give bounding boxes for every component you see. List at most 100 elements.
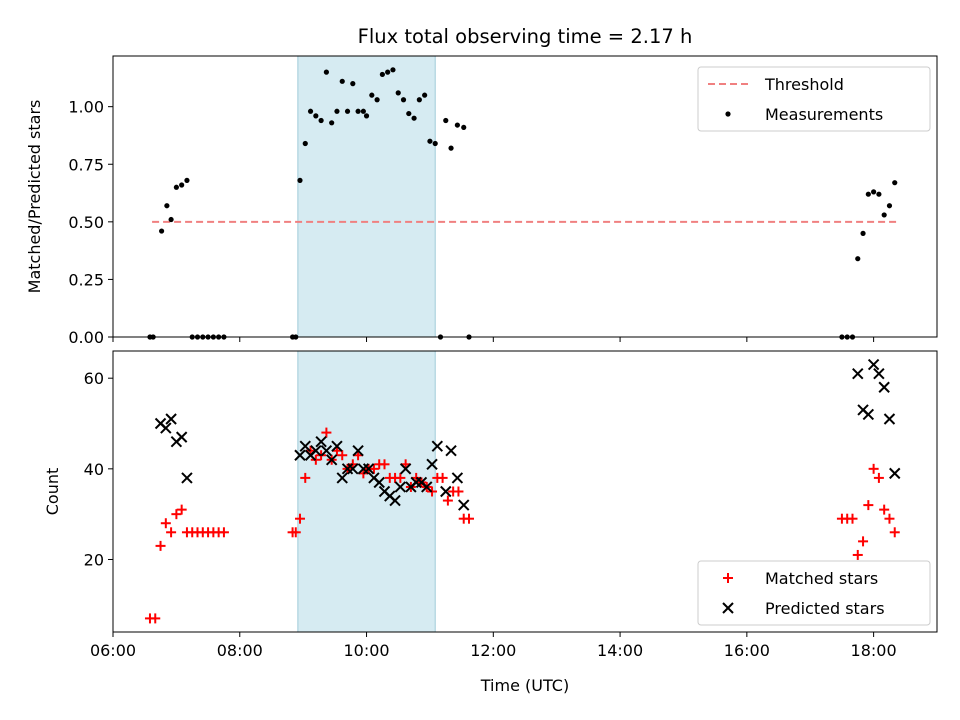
data-point [164, 203, 170, 209]
data-point [300, 472, 311, 483]
legend: Matched stars Predicted stars [697, 560, 931, 626]
data-point [878, 381, 890, 393]
data-point [445, 445, 457, 457]
y-tick-label: 0.00 [68, 328, 104, 347]
data-point [339, 78, 345, 84]
data-point [181, 472, 193, 484]
data-point [290, 527, 301, 538]
data-point [184, 177, 190, 183]
data-point [176, 504, 187, 515]
data-point [440, 485, 452, 498]
data-point [379, 459, 390, 470]
legend-marker [723, 573, 733, 583]
data-point [336, 472, 348, 484]
data-point [443, 117, 449, 124]
data-point [461, 124, 467, 131]
data-point [883, 413, 896, 425]
data-point [325, 454, 338, 466]
data-point [892, 180, 898, 186]
data-point [374, 97, 380, 103]
x-tick-label: 06:00 [90, 641, 136, 660]
data-point [862, 408, 875, 421]
data-point [889, 467, 901, 480]
data-point [344, 108, 351, 114]
x-tick-label: 18:00 [851, 641, 897, 660]
data-point [868, 463, 879, 474]
data-point [299, 440, 311, 452]
data-point [406, 110, 412, 117]
data-point [867, 358, 880, 371]
data-point [860, 230, 866, 236]
data-point [431, 440, 444, 452]
data-point [876, 191, 882, 197]
data-point [458, 499, 470, 511]
data-point [165, 413, 177, 425]
data-point [879, 504, 890, 515]
data-point [347, 463, 359, 475]
plot-frame [112, 55, 938, 338]
highlight-span [297, 55, 436, 338]
data-point [315, 435, 327, 448]
data-point [297, 177, 303, 183]
x-tick-label: 14:00 [597, 641, 643, 660]
x-tick-label: 16:00 [724, 641, 770, 660]
data-point [360, 108, 366, 114]
data-point [318, 117, 324, 124]
y-tick-label: 40 [84, 460, 104, 479]
data-point [173, 184, 179, 190]
data-point [389, 494, 401, 507]
legend-label: Measurements [765, 105, 883, 124]
legend-marker [722, 602, 734, 614]
legend-label: Matched stars [765, 569, 878, 588]
data-point [464, 513, 475, 524]
data-point [302, 140, 308, 147]
data-point [411, 115, 417, 121]
legend-label: Predicted stars [765, 599, 885, 618]
data-point [886, 203, 893, 209]
series-predicted-stars [154, 358, 901, 511]
data-point [362, 463, 375, 475]
data-point [437, 472, 448, 483]
data-point [426, 458, 438, 471]
data-point [448, 145, 454, 151]
y-tick-label: 0.50 [68, 213, 104, 232]
data-point [390, 67, 396, 73]
data-point [294, 513, 305, 524]
data-point [394, 481, 407, 493]
chart-title: Flux total observing time = 2.17 h [358, 25, 693, 48]
data-point [432, 140, 438, 147]
data-point [175, 431, 188, 443]
data-point [320, 445, 333, 457]
data-point [323, 69, 329, 75]
data-point [873, 472, 884, 483]
y-tick-label: 60 [84, 369, 104, 388]
data-point [158, 228, 165, 234]
data-point [863, 500, 874, 511]
legend: Threshold Measurements [697, 66, 931, 132]
data-point [355, 108, 361, 114]
data-point [150, 613, 161, 624]
data-point [884, 513, 895, 524]
data-point [363, 113, 370, 119]
y-axis-title: Count [43, 468, 62, 516]
data-point [427, 138, 433, 144]
data-point [313, 113, 319, 119]
data-point [307, 108, 314, 114]
y-tick-label: 20 [84, 550, 104, 569]
y-tick-label: 0.25 [68, 270, 104, 289]
data-point [881, 212, 887, 218]
panel-match-ratio: 0.00 0.25 0.50 0.75 1.00 Matched/Predicted st… [25, 55, 938, 347]
data-point [442, 495, 453, 506]
legend-marker [725, 111, 731, 117]
data-point [379, 71, 385, 78]
data-point [373, 476, 385, 489]
data-point [871, 189, 877, 195]
data-point [155, 540, 166, 551]
data-point [858, 536, 869, 547]
y-tick-label: 1.00 [68, 98, 104, 117]
data-point [179, 182, 185, 188]
data-point [350, 81, 356, 87]
legend-label: Threshold [764, 75, 844, 94]
data-point [395, 90, 401, 96]
